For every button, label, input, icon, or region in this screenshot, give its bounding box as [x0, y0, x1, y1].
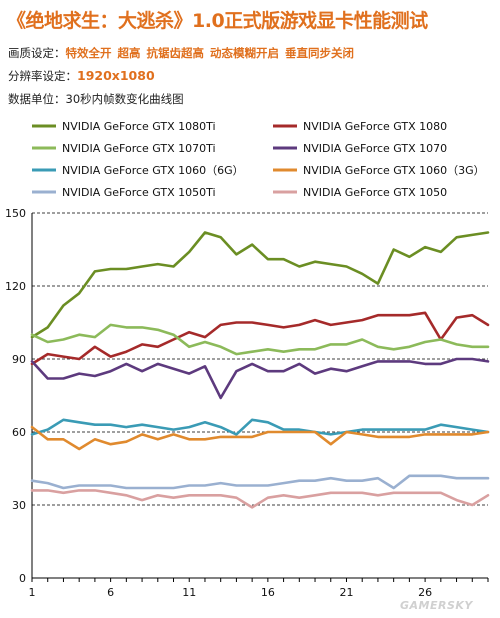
- unit-line: 数据单位：30秒内帧数变化曲线图: [8, 91, 184, 107]
- legend-label: NVIDIA GeForce GTX 1070: [303, 142, 447, 155]
- series-line: [30, 311, 490, 366]
- x-tick-label: 1: [29, 586, 36, 599]
- y-tick-label: 60: [12, 426, 26, 439]
- legend-label: NVIDIA GeForce GTX 1080: [303, 120, 447, 133]
- x-tick-label: 6: [107, 586, 114, 599]
- y-tick-label: 120: [5, 280, 26, 293]
- x-tick-label: 21: [339, 586, 353, 599]
- x-tick-label: 16: [261, 586, 275, 599]
- legend-label: NVIDIA GeForce GTX 1050Ti: [62, 186, 216, 199]
- series-line: [30, 474, 490, 490]
- series-line: [30, 323, 490, 356]
- legend-label: NVIDIA GeForce GTX 1060（3G）: [303, 164, 485, 177]
- unit-label: 数据单位：: [8, 92, 66, 106]
- quality-value-4: 动态模糊开启: [210, 46, 279, 60]
- resolution-line: 分辨率设定：1920x1080: [8, 68, 155, 84]
- legend-label: NVIDIA GeForce GTX 1080Ti: [62, 120, 216, 133]
- resolution-label: 分辨率设定：: [8, 69, 77, 83]
- watermark: GAMERSKY: [400, 599, 473, 612]
- legend-label: NVIDIA GeForce GTX 1060（6G）: [62, 164, 244, 177]
- quality-value-5: 垂直同步关闭: [285, 46, 354, 60]
- y-tick-label: 90: [12, 353, 26, 366]
- series-line: [30, 357, 490, 400]
- x-tick-label: 11: [182, 586, 196, 599]
- series-line: [30, 418, 490, 436]
- chart-title: 《绝地求生：大逃杀》1.0正式版游戏显卡性能测试: [7, 10, 428, 32]
- legend-label: NVIDIA GeForce GTX 1050: [303, 186, 447, 199]
- quality-label: 画质设定：: [8, 46, 66, 60]
- y-tick-label: 0: [19, 572, 26, 585]
- resolution-value: 1920x1080: [77, 68, 155, 83]
- x-tick-label: 26: [418, 586, 432, 599]
- y-tick-label: 30: [12, 499, 26, 512]
- quality-value-3: 抗锯齿超高: [146, 46, 205, 60]
- quality-value-1: 特效全开: [65, 46, 112, 60]
- legend-label: NVIDIA GeForce GTX 1070Ti: [62, 142, 216, 155]
- quality-settings-line: 画质设定：特效全开 超高 抗锯齿超高 动态模糊开启 垂直同步关闭: [8, 45, 354, 61]
- series-line: [30, 425, 490, 451]
- y-tick-label: 150: [5, 207, 26, 220]
- quality-value-2: 超高: [117, 46, 141, 60]
- series-line: [30, 231, 490, 339]
- unit-value: 30秒内帧数变化曲线图: [65, 92, 184, 106]
- series-line: [30, 489, 490, 509]
